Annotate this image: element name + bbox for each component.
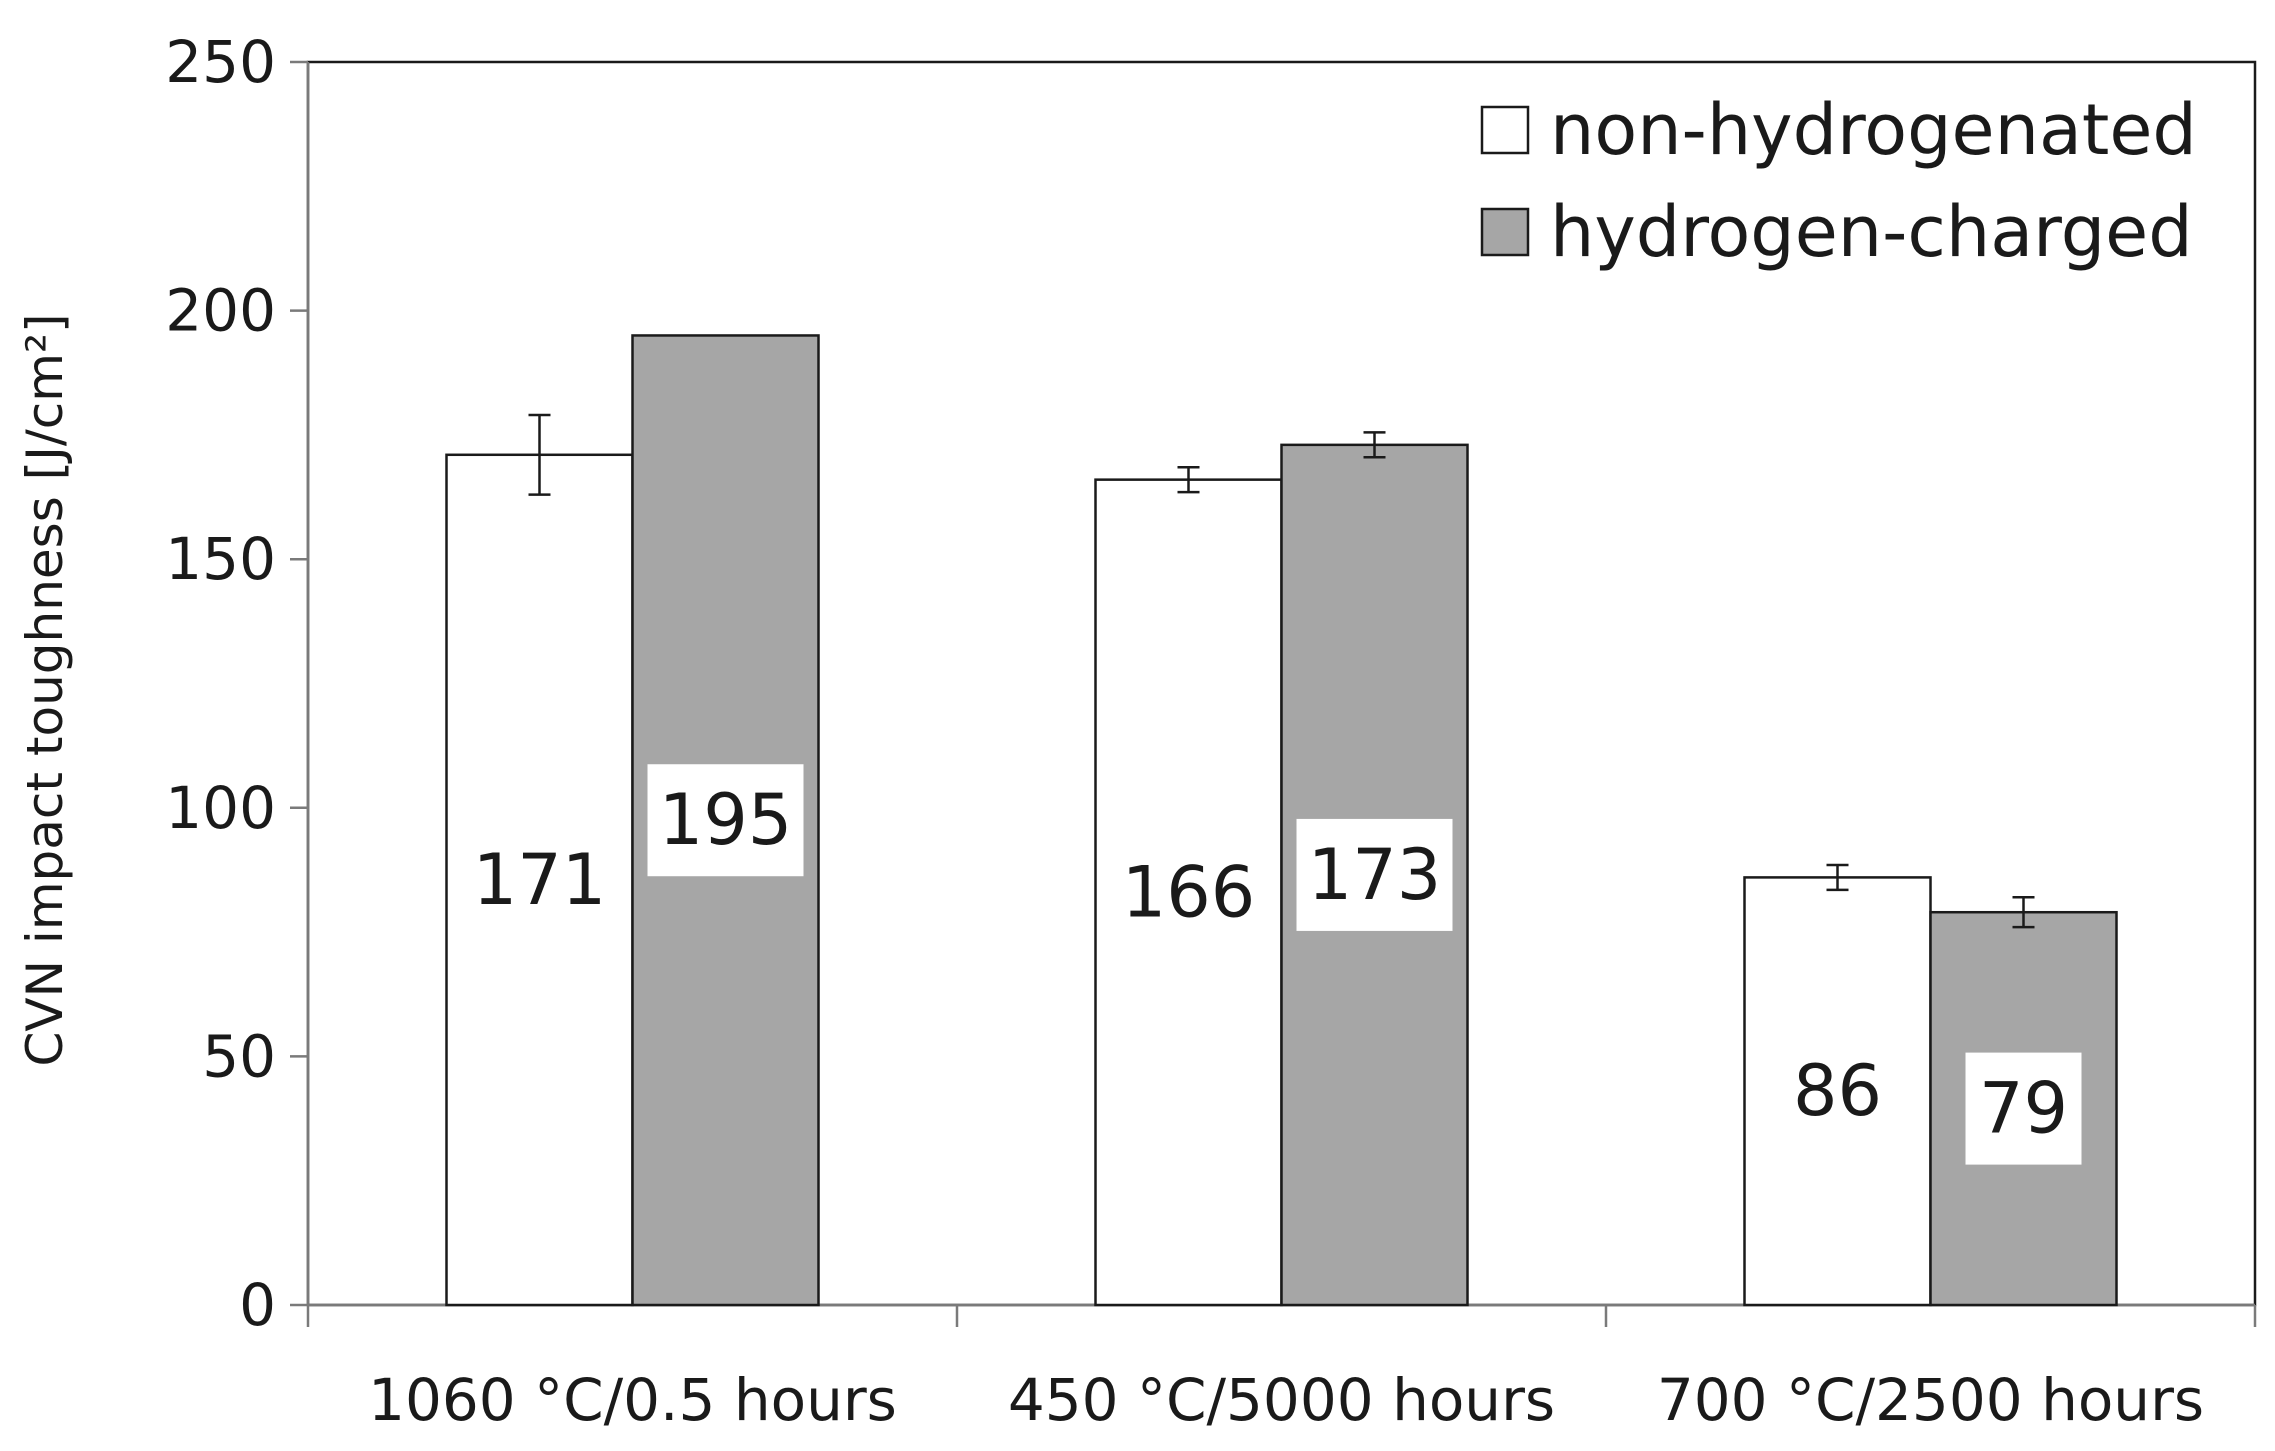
- data-label: 195: [659, 779, 793, 861]
- legend-label: non-hydrogenated: [1550, 89, 2197, 171]
- data-labels: 171 195 166 173 86 79: [473, 764, 2082, 1165]
- data-label: 171: [473, 839, 607, 921]
- y-tick-label: 50: [202, 1022, 276, 1090]
- y-axis-label: CVN impact toughness [J/cm²]: [16, 314, 74, 1067]
- bar: [1743, 876, 1932, 1307]
- data-label-box: [1296, 818, 1453, 931]
- x-category-label: 700 °C/2500 hours: [1657, 1366, 2204, 1434]
- legend: non-hydrogenated hydrogen-charged: [1480, 89, 2197, 273]
- y-tick-label: 250: [165, 28, 276, 96]
- data-label-box: [1965, 1052, 2082, 1165]
- data-label: 173: [1308, 834, 1442, 916]
- y-axis-ticks: 0 50 100 150 200 250: [165, 28, 308, 1339]
- x-axis-categories: 1060 °C/0.5 hours 450 °C/5000 hours 700 °C…: [368, 1366, 2204, 1434]
- x-category-label: 1060 °C/0.5 hours: [368, 1366, 897, 1434]
- legend-swatch: [1480, 207, 1530, 257]
- data-label: 79: [1979, 1068, 2068, 1150]
- bar: [445, 453, 634, 1307]
- data-label: 166: [1122, 851, 1256, 933]
- y-tick-label: 200: [165, 277, 276, 345]
- x-category-label: 450 °C/5000 hours: [1008, 1366, 1555, 1434]
- data-label-box: [647, 764, 804, 877]
- y-tick-label: 150: [165, 525, 276, 593]
- error-bars: [528, 413, 2035, 929]
- legend-label: hydrogen-charged: [1550, 191, 2193, 273]
- data-label: 86: [1793, 1050, 1882, 1132]
- y-tick-label: 100: [165, 774, 276, 842]
- y-tick-label: 0: [239, 1271, 276, 1339]
- bar: [1094, 478, 1283, 1307]
- legend-swatch: [1480, 105, 1530, 155]
